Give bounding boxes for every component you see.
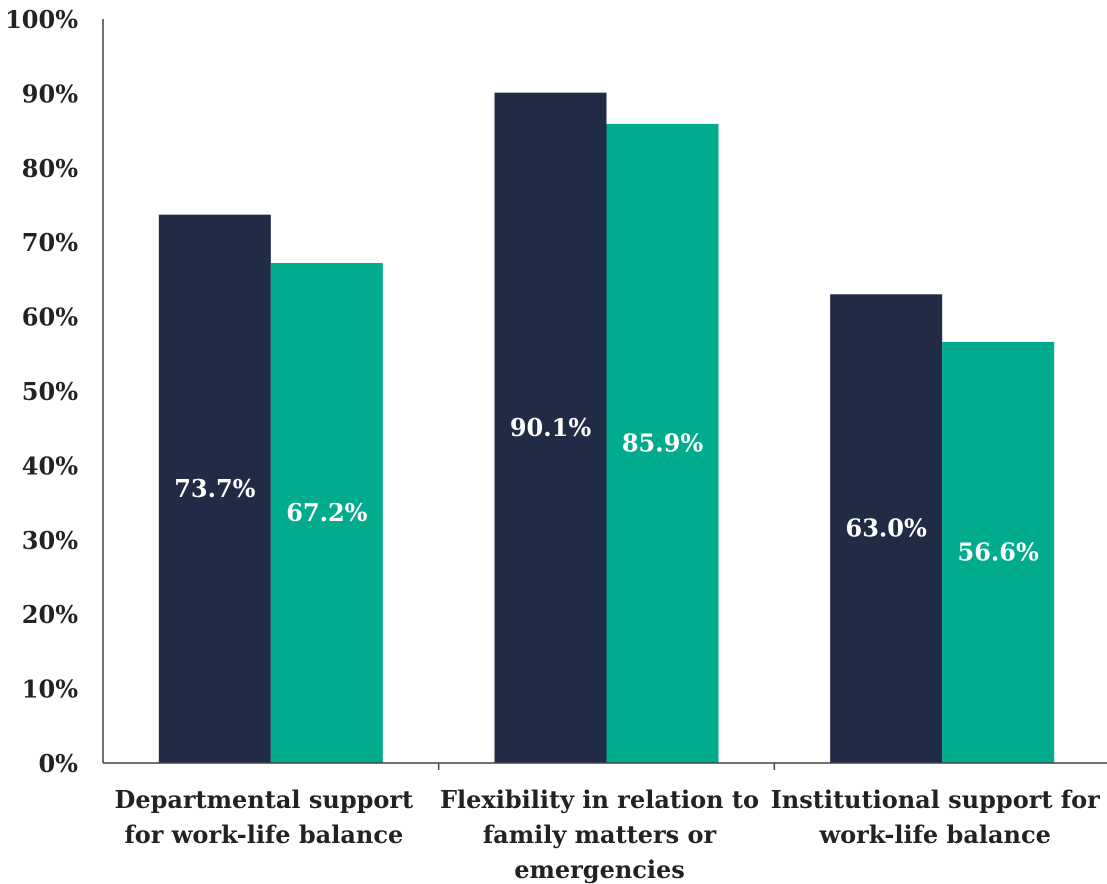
y-tick-label: 90%	[22, 79, 78, 108]
y-tick-label: 10%	[22, 675, 78, 704]
x-category-label: Departmental support	[115, 785, 414, 814]
data-label-series2-cat1: 67.2%	[286, 498, 367, 527]
x-category-label: Institutional support for	[771, 785, 1101, 814]
data-label-series1-cat2: 90.1%	[510, 413, 591, 442]
y-tick-label: 60%	[22, 303, 78, 332]
y-tick-label: 70%	[22, 228, 78, 257]
y-tick-label: 0%	[38, 749, 78, 778]
x-category-label: emergencies	[514, 855, 685, 884]
bars-group	[159, 93, 1054, 763]
x-category-label: work-life balance	[818, 820, 1050, 849]
x-category-label: for work-life balance	[124, 820, 403, 849]
y-tick-label: 50%	[22, 377, 78, 406]
data-label-series2-cat3: 56.6%	[958, 537, 1039, 566]
y-tick-label: 30%	[22, 526, 78, 555]
data-label-series1-cat1: 73.7%	[174, 474, 255, 503]
y-tick-label: 40%	[22, 451, 78, 480]
y-tick-label: 20%	[22, 600, 78, 629]
y-tick-label: 100%	[5, 5, 78, 34]
y-tick-label: 80%	[22, 154, 78, 183]
data-label-series1-cat3: 63.0%	[846, 514, 927, 543]
data-label-series2-cat2: 85.9%	[622, 428, 703, 457]
x-category-label: Flexibility in relation to	[440, 785, 759, 814]
x-category-label: family matters or	[483, 820, 717, 849]
